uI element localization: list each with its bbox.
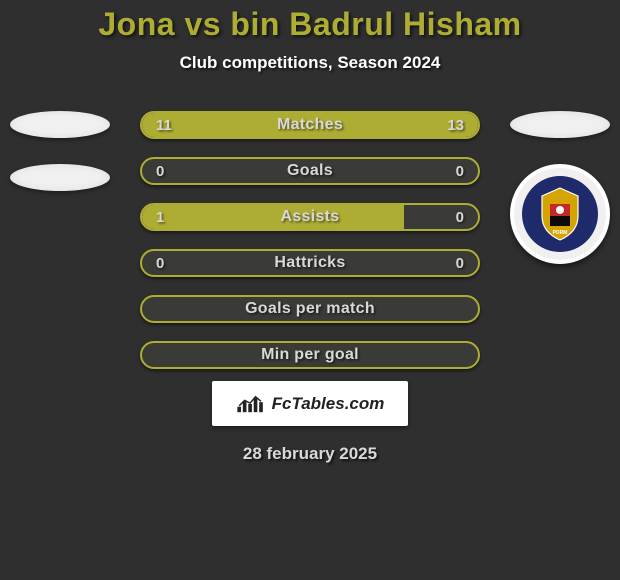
right-club-crest: PDRM [510, 164, 610, 264]
stat-value-right: 0 [456, 159, 464, 183]
right-player-badge-1 [510, 111, 610, 138]
left-player-badge-2 [10, 164, 110, 191]
stat-label: Matches [142, 113, 478, 137]
branding-badge[interactable]: FcTables.com [212, 381, 408, 426]
shield-icon: PDRM [520, 174, 600, 254]
stat-label: Goals per match [142, 297, 478, 321]
branding-text: FcTables.com [272, 394, 385, 414]
stat-label: Min per goal [142, 343, 478, 367]
stat-value-left: 0 [156, 159, 164, 183]
crest-inner: PDRM [520, 174, 600, 254]
right-badge-column: PDRM [510, 111, 610, 264]
stat-value-right: 0 [456, 251, 464, 275]
stat-row: Min per goal [140, 341, 480, 369]
stat-value-left: 1 [156, 205, 164, 229]
stat-row: Matches11 13 [140, 111, 480, 139]
stat-row: Goals per match [140, 295, 480, 323]
bars-icon [236, 394, 266, 414]
stat-label: Assists [142, 205, 478, 229]
stat-value-right: 13 [447, 113, 464, 137]
stat-value-left: 0 [156, 251, 164, 275]
svg-text:PDRM: PDRM [553, 230, 568, 236]
stat-row: Assists1 0 [140, 203, 480, 231]
stat-label: Goals [142, 159, 478, 183]
left-player-badge-1 [10, 111, 110, 138]
stat-row: Hattricks0 0 [140, 249, 480, 277]
stat-rows: Matches1113Goals00Assists10Hattricks00Go… [140, 111, 480, 369]
page-title: Jona vs bin Badrul Hisham [0, 0, 620, 43]
stat-value-left: 11 [156, 113, 172, 137]
stat-value-right: 0 [456, 205, 464, 229]
date-label: 28 february 2025 [0, 444, 620, 464]
left-badge-column [10, 111, 110, 217]
stats-area: PDRM Matches1113Goals00Assists10Hattrick… [0, 111, 620, 369]
stat-label: Hattricks [142, 251, 478, 275]
stat-row: Goals0 0 [140, 157, 480, 185]
subtitle: Club competitions, Season 2024 [0, 53, 620, 73]
